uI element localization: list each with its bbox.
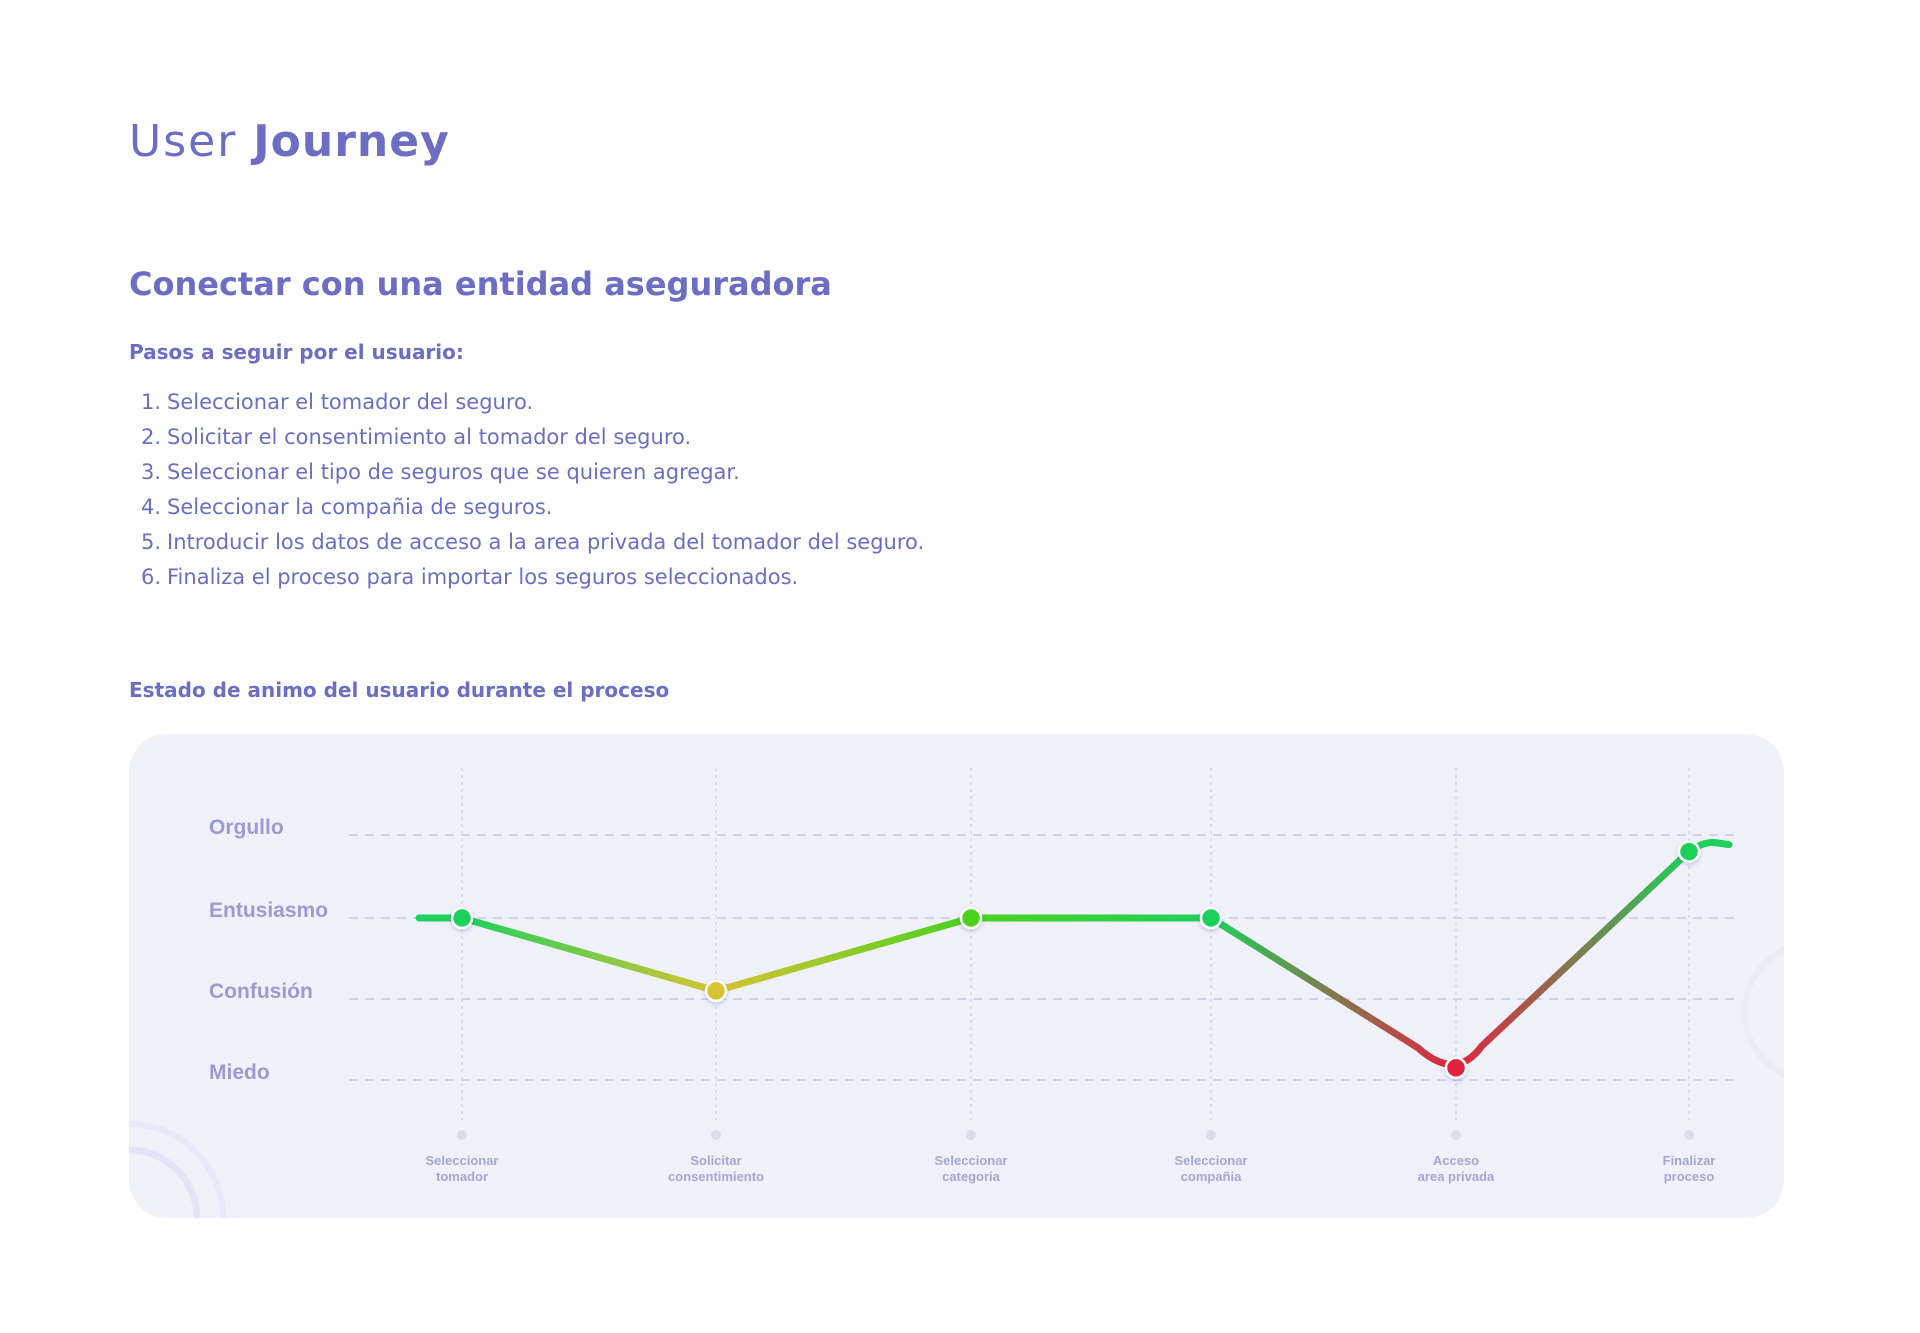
- y-tick-label: Entusiasmo: [209, 899, 328, 922]
- chart-points: [450, 840, 1701, 1080]
- stage-marker: [1451, 1130, 1461, 1140]
- x-tick-label: Seleccionar: [426, 1153, 499, 1168]
- data-point: [1677, 840, 1701, 863]
- chart-line-layer: [415, 839, 1733, 1068]
- mood-chart-card: Miedo Confusión Entusiasmo Orgullo Seleccion…: [129, 734, 1784, 1218]
- decor-ring: [1742, 945, 1784, 1079]
- stage-marker: [1684, 1130, 1694, 1140]
- x-tick-label: tomador: [436, 1169, 488, 1184]
- x-tick-label: compañia: [1181, 1169, 1242, 1184]
- page-title-light: User: [129, 116, 238, 167]
- step-text: Seleccionar el tomador del seguro.: [167, 390, 534, 414]
- x-tick-label: Seleccionar: [935, 1153, 1008, 1168]
- step-text: Solicitar el consentimiento al tomador d…: [167, 425, 692, 449]
- x-tick-label: Acceso: [1433, 1153, 1479, 1168]
- mood-chart: Miedo Confusión Entusiasmo Orgullo Seleccion…: [129, 768, 1784, 1218]
- data-point: [450, 906, 474, 930]
- x-tick-label: Seleccionar: [1175, 1153, 1248, 1168]
- step-text: Introducir los datos de acceso a la area…: [167, 530, 925, 554]
- y-tick-label: Confusión: [209, 980, 313, 1003]
- x-tick-label: proceso: [1664, 1169, 1715, 1184]
- stage-marker: [457, 1130, 467, 1140]
- page-title-bold: Journey: [253, 116, 450, 167]
- step-text: Seleccionar la compañia de seguros.: [167, 495, 553, 519]
- step-item: 4. Seleccionar la compañia de seguros.: [129, 490, 924, 525]
- stage-marker: [966, 1130, 976, 1140]
- step-item: 5. Introducir los datos de acceso a la ar…: [129, 525, 924, 560]
- x-tick-label: Finalizar: [1663, 1153, 1716, 1168]
- x-tick-label: area privada: [1418, 1169, 1495, 1184]
- step-number: 6.: [140, 565, 161, 589]
- section-title: Conectar con una entidad aseguradora: [129, 265, 832, 303]
- page-title: User Journey: [129, 120, 450, 164]
- data-point: [704, 979, 728, 1003]
- step-item: 2. Solicitar el consentimiento al tomador…: [129, 420, 924, 455]
- mood-line: [415, 839, 1733, 1068]
- decorative-rings: [129, 945, 1784, 1218]
- steps-list: 1. Seleccionar el tomador del seguro. 2. S…: [129, 385, 924, 595]
- data-point: [1199, 906, 1223, 930]
- step-item: 1. Seleccionar el tomador del seguro.: [129, 385, 924, 420]
- step-item: 3. Seleccionar el tipo de seguros que se …: [129, 455, 924, 490]
- chart-labels: Miedo Confusión Entusiasmo Orgullo Seleccion…: [209, 816, 1715, 1184]
- stage-marker: [711, 1130, 721, 1140]
- x-tick-label: consentimiento: [668, 1169, 764, 1184]
- steps-heading: Pasos a seguir por el usuario:: [129, 340, 464, 364]
- step-number: 2.: [140, 425, 161, 449]
- y-tick-label: Orgullo: [209, 816, 284, 839]
- x-tick-label: categoria: [942, 1169, 1001, 1184]
- step-text: Finaliza el proceso para importar los se…: [167, 565, 799, 589]
- step-text: Seleccionar el tipo de seguros que se qu…: [167, 460, 740, 484]
- x-tick-label: Solicitar: [690, 1153, 741, 1168]
- step-number: 3.: [140, 460, 161, 484]
- data-point: [1444, 1056, 1468, 1080]
- step-number: 4.: [140, 495, 161, 519]
- step-number: 5.: [140, 530, 161, 554]
- chart-grid: [349, 768, 1734, 1140]
- step-item: 6. Finaliza el proceso para importar los …: [129, 560, 924, 595]
- decor-ring: [129, 1146, 201, 1218]
- y-tick-label: Miedo: [209, 1061, 270, 1084]
- chart-heading: Estado de animo del usuario durante el p…: [129, 678, 670, 702]
- step-number: 1.: [140, 390, 161, 414]
- data-point: [959, 906, 983, 930]
- stage-marker: [1206, 1130, 1216, 1140]
